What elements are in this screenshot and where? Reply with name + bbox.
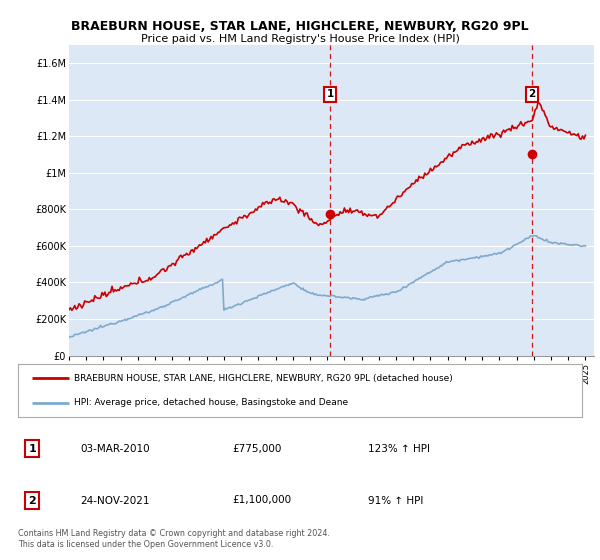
Text: 123% ↑ HPI: 123% ↑ HPI bbox=[368, 444, 430, 454]
Text: 24-NOV-2021: 24-NOV-2021 bbox=[80, 496, 149, 506]
Text: 2: 2 bbox=[529, 89, 536, 99]
Text: BRAEBURN HOUSE, STAR LANE, HIGHCLERE, NEWBURY, RG20 9PL: BRAEBURN HOUSE, STAR LANE, HIGHCLERE, NE… bbox=[71, 20, 529, 32]
Text: 1: 1 bbox=[28, 444, 36, 454]
Text: Price paid vs. HM Land Registry's House Price Index (HPI): Price paid vs. HM Land Registry's House … bbox=[140, 34, 460, 44]
Text: 2: 2 bbox=[28, 496, 36, 506]
Text: 1: 1 bbox=[326, 89, 334, 99]
Text: £775,000: £775,000 bbox=[232, 444, 281, 454]
Text: BRAEBURN HOUSE, STAR LANE, HIGHCLERE, NEWBURY, RG20 9PL (detached house): BRAEBURN HOUSE, STAR LANE, HIGHCLERE, NE… bbox=[74, 374, 453, 383]
Text: 91% ↑ HPI: 91% ↑ HPI bbox=[368, 496, 423, 506]
Text: Contains HM Land Registry data © Crown copyright and database right 2024.
This d: Contains HM Land Registry data © Crown c… bbox=[18, 529, 330, 549]
Text: £1,100,000: £1,100,000 bbox=[232, 496, 292, 506]
Text: 03-MAR-2010: 03-MAR-2010 bbox=[80, 444, 149, 454]
Text: HPI: Average price, detached house, Basingstoke and Deane: HPI: Average price, detached house, Basi… bbox=[74, 398, 349, 407]
